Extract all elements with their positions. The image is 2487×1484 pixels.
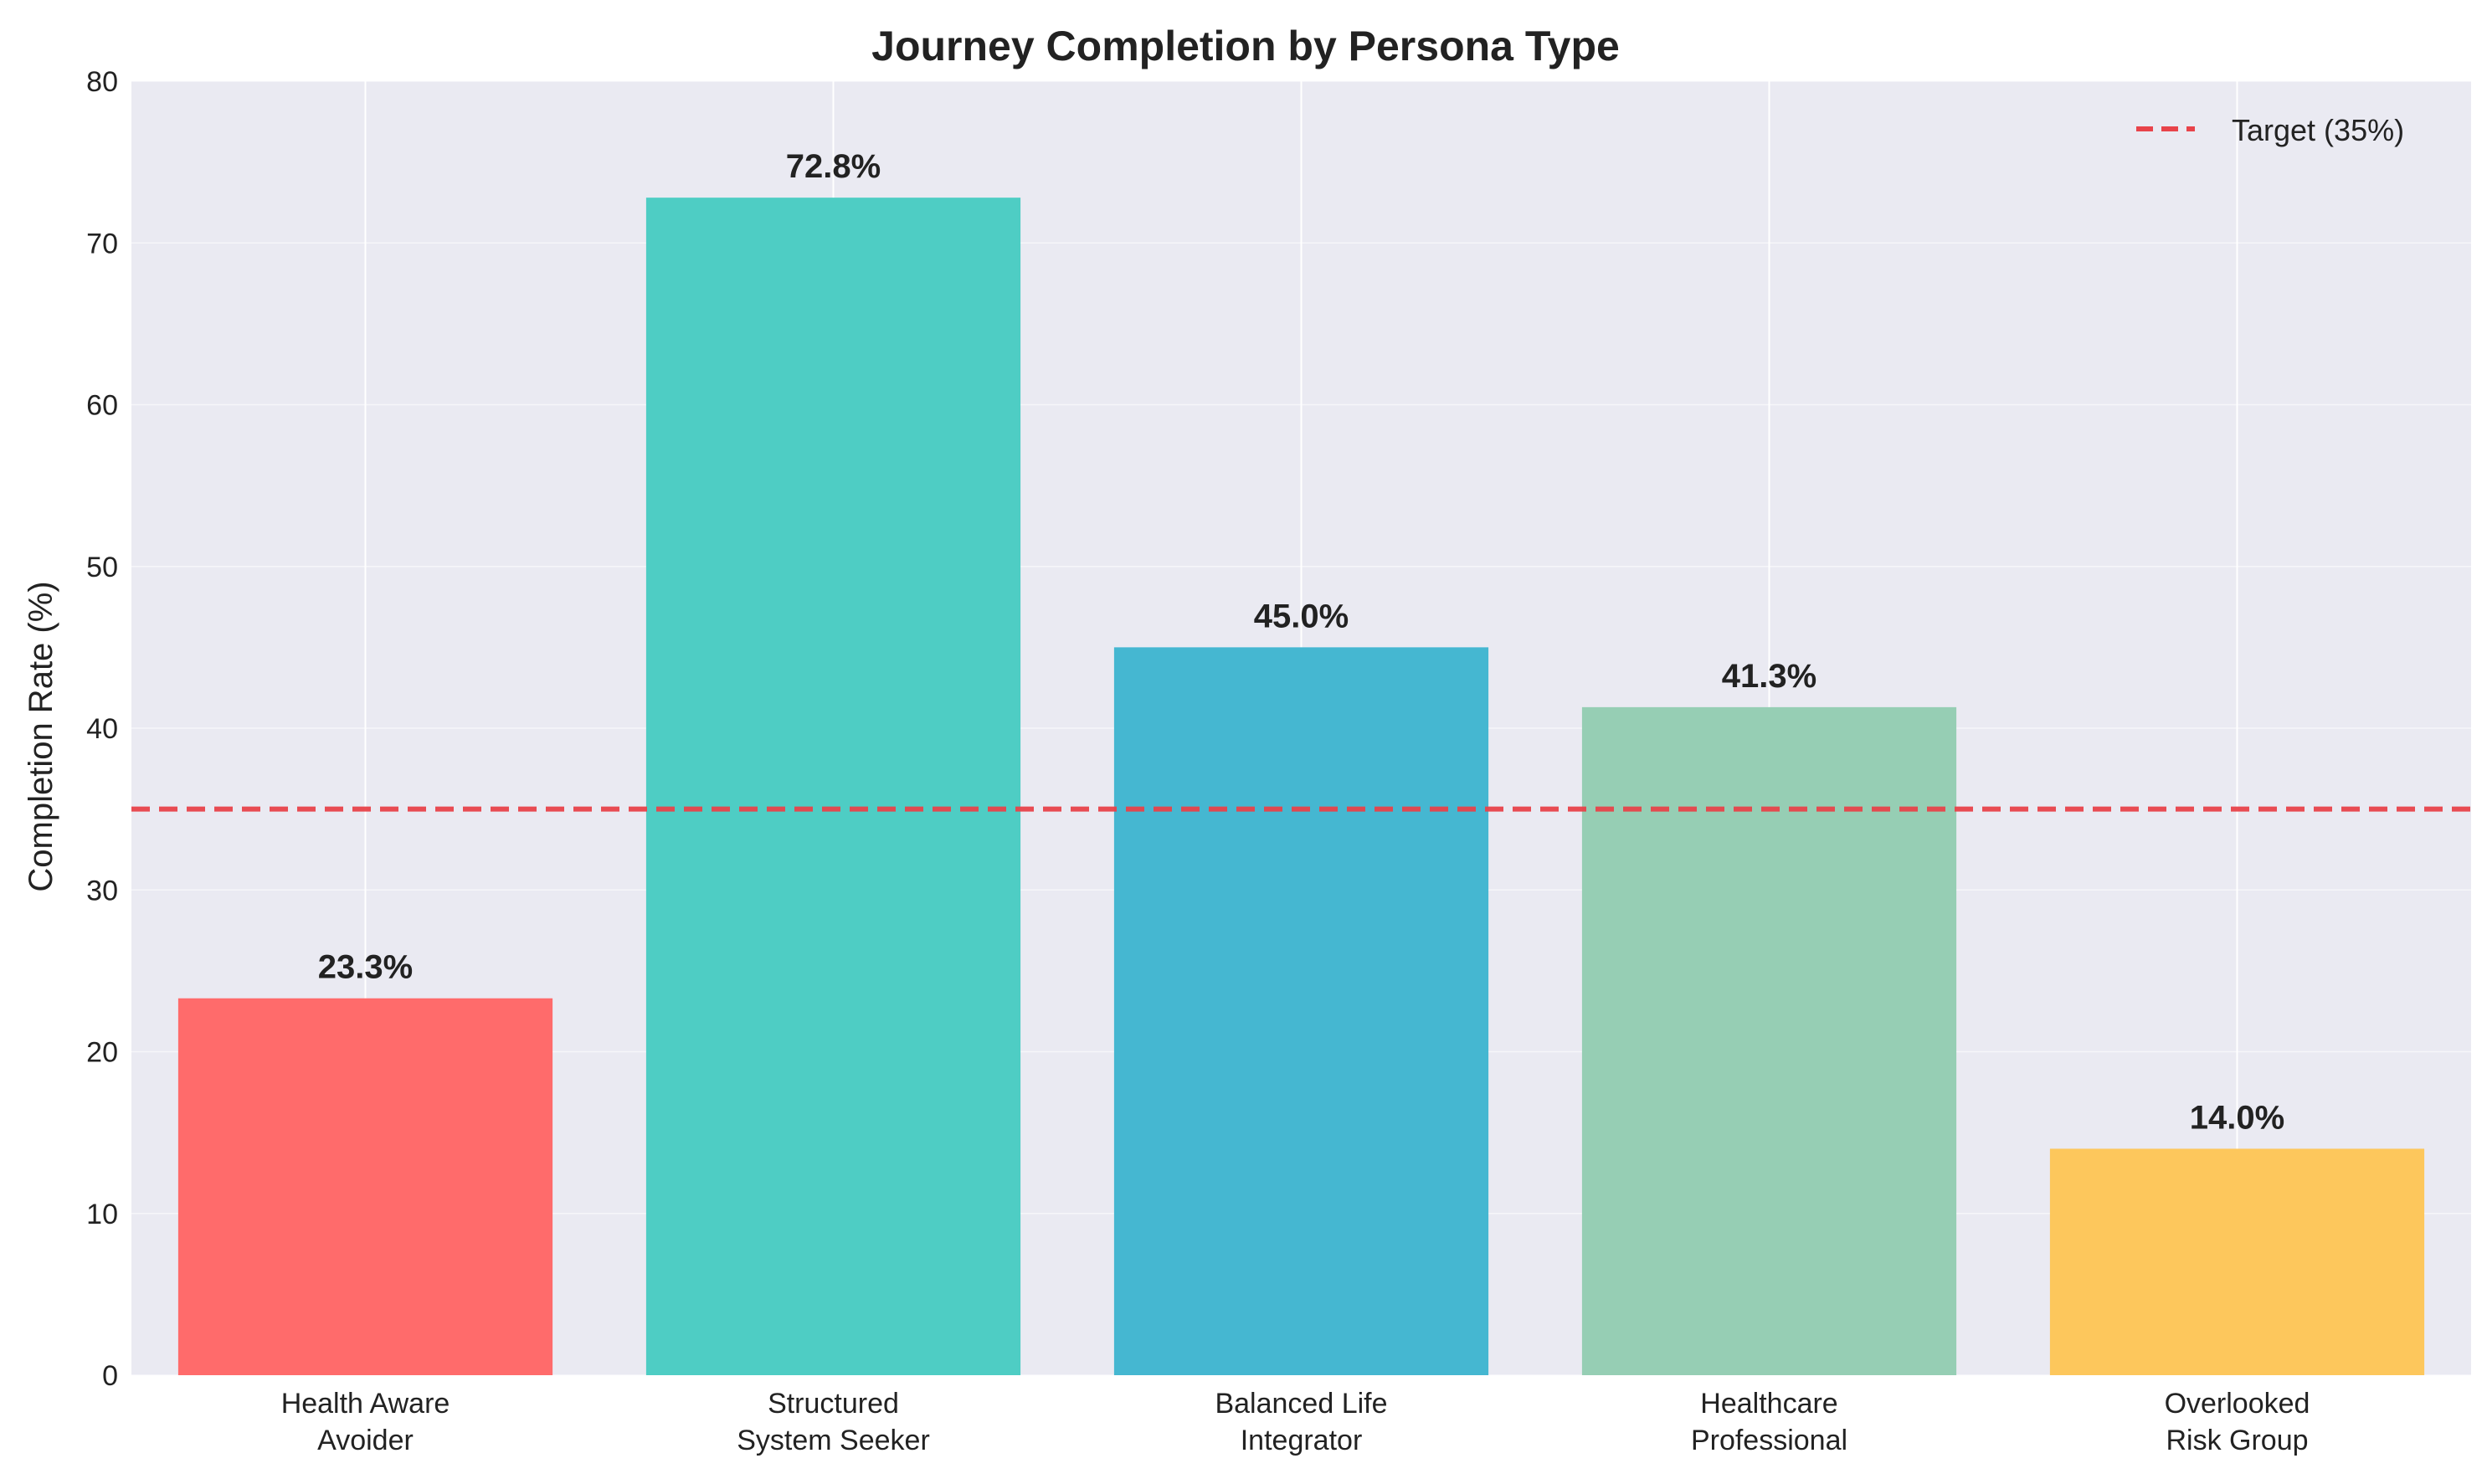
y-tick-label: 60 [86,390,118,422]
y-tick-label: 0 [102,1360,118,1392]
y-tick-label: 70 [86,228,118,259]
bar-value-label: 41.3% [1722,658,1816,695]
y-tick-label: 40 [86,713,118,745]
x-tick-label: Overlooked [2165,1388,2310,1420]
legend: Target (35%) [2136,113,2404,147]
bar-value-label: 14.0% [2190,1099,2284,1136]
bar [645,198,1021,1375]
bars [177,198,2425,1375]
axes: 0 10 20 30 40 50 60 70 80 Health Aware Avoider Stru… [86,66,2310,1456]
bar [2049,1148,2425,1375]
y-tick-label: 10 [86,1199,118,1230]
x-tick-label: Balanced Life [1215,1388,1387,1420]
y-tick-label: 80 [86,66,118,98]
bar [177,998,553,1375]
x-tick-label: Integrator [1241,1425,1363,1456]
x-tick-label: Healthcare [1700,1388,1837,1420]
y-axis-label: Completion Rate (%) [23,581,59,891]
x-tick-label: Professional [1691,1425,1847,1456]
chart-title: Journey Completion by Persona Type [871,23,1620,69]
x-tick-label: Structured [768,1388,899,1420]
bar [1581,706,1957,1375]
x-tick-label: Risk Group [2166,1425,2308,1456]
legend-label: Target (35%) [2232,113,2404,147]
bar-value-label: 72.8% [786,148,881,185]
bar-value-label: 23.3% [318,949,413,986]
y-tick-label: 30 [86,875,118,906]
x-tick-label: System Seeker [737,1425,930,1456]
y-tick-label: 20 [86,1037,118,1069]
bar [1113,647,1489,1375]
bar-value-label: 45.0% [1254,598,1349,634]
x-tick-label: Health Aware [281,1388,450,1420]
y-tick-label: 50 [86,552,118,583]
x-tick-label: Avoider [317,1425,414,1456]
value-labels: 23.3% 72.8% 45.0% 41.3% 14.0% [318,148,2284,1136]
